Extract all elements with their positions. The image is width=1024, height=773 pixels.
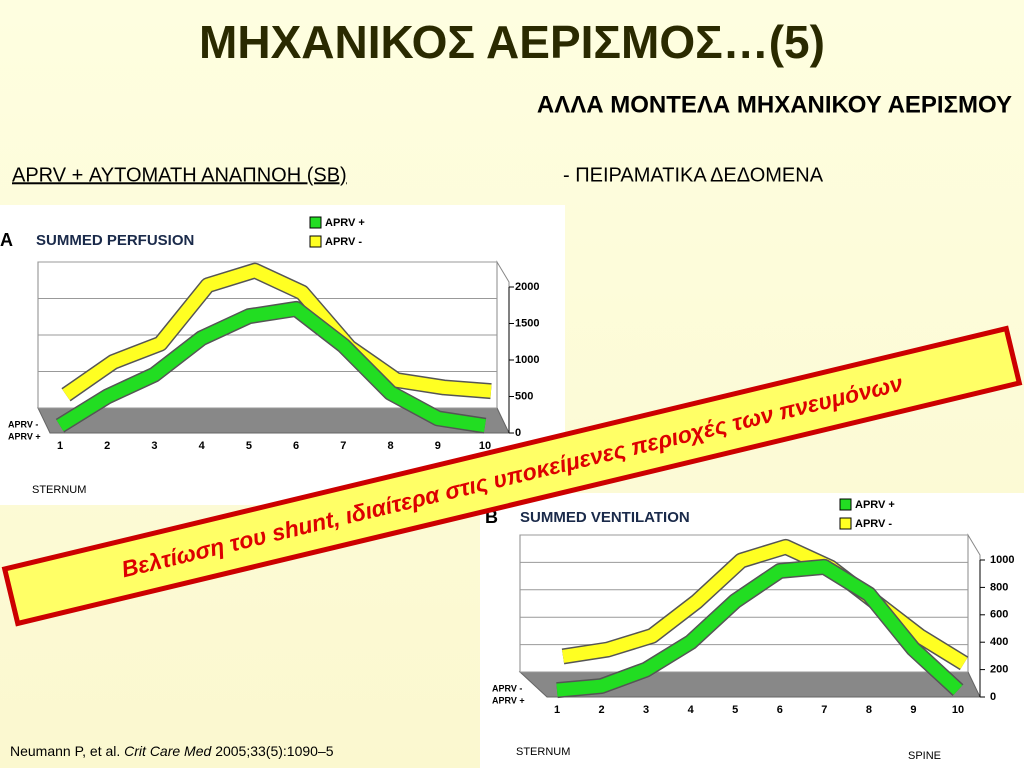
y-tick-label: 1500 bbox=[515, 317, 539, 329]
x-axis-label: STERNUM bbox=[516, 746, 570, 758]
x-tick-label: 8 bbox=[866, 704, 872, 716]
x-tick-label: 7 bbox=[821, 704, 827, 716]
panel-label: A bbox=[0, 230, 13, 250]
x-tick-label: 6 bbox=[293, 440, 299, 452]
y-tick-label: 1000 bbox=[990, 554, 1014, 566]
side-wall bbox=[496, 260, 510, 434]
legend-label: APRV - bbox=[325, 236, 362, 248]
y-tick-label: 1000 bbox=[515, 354, 539, 366]
y-tick-label: 800 bbox=[990, 581, 1008, 593]
legend-label: APRV - bbox=[855, 518, 892, 530]
chart-title: SUMMED PERFUSION bbox=[36, 232, 194, 249]
heading: APRV + ΑΥΤΟΜΑΤΗ ΑΝΑΠΝΟΗ (SB) bbox=[12, 164, 347, 186]
legend-label: APRV + bbox=[325, 217, 365, 229]
row-label: APRV + bbox=[8, 431, 41, 441]
x-tick-label: 1 bbox=[554, 704, 560, 716]
legend-swatch bbox=[839, 498, 852, 511]
x-tick-label: 6 bbox=[777, 704, 783, 716]
y-tick-label: 600 bbox=[990, 609, 1008, 621]
row-label: APRV - bbox=[492, 683, 522, 693]
x-tick-label: 4 bbox=[688, 704, 695, 716]
x-tick-label: 5 bbox=[732, 704, 738, 716]
y-tick-label: 2000 bbox=[515, 281, 539, 293]
y-tick-label: 400 bbox=[990, 636, 1008, 648]
y-tick-label: 0 bbox=[990, 691, 996, 703]
y-tick-label: 0 bbox=[515, 427, 521, 439]
x-tick-label: 8 bbox=[387, 440, 393, 452]
heading: - ΠΕΙΡΑΜΑΤΙΚΑ ΔΕΔΟΜΕΝΑ bbox=[563, 164, 824, 186]
citation-details: 2005;33(5):1090–5 bbox=[215, 743, 334, 759]
x-tick-label: 10 bbox=[952, 704, 964, 716]
series-line bbox=[62, 264, 492, 401]
x-tick-label: 10 bbox=[479, 440, 491, 452]
x-tick-label: 3 bbox=[643, 704, 649, 716]
citation: Neumann P, et al. Crit Care Med 2005;33(… bbox=[10, 743, 334, 759]
x-tick-label: 9 bbox=[435, 440, 441, 452]
x-axis-label: STERNUM bbox=[32, 484, 86, 496]
x-tick-label: 2 bbox=[598, 704, 604, 716]
x-tick-label: 4 bbox=[199, 440, 206, 452]
citation-journal: Crit Care Med bbox=[124, 743, 212, 759]
x-tick-label: 3 bbox=[151, 440, 157, 452]
banner-box bbox=[1, 325, 1023, 627]
x-tick-label: 5 bbox=[246, 440, 252, 452]
chart-title: SUMMED VENTILATION bbox=[520, 509, 690, 526]
slide-subtitle: ΑΛΛΑ ΜΟΝΤΕΛΑ ΜΗΧΑΝΙΚΟΥ ΑΕΡΙΣΜΟΥ bbox=[537, 91, 1012, 118]
x-tick-label: 9 bbox=[910, 704, 916, 716]
series-line bbox=[56, 302, 486, 433]
y-tick-label: 200 bbox=[990, 664, 1008, 676]
row-label: APRV - bbox=[8, 419, 38, 429]
x-tick-label: 7 bbox=[340, 440, 346, 452]
side-wall bbox=[967, 533, 981, 698]
row-label: APRV + bbox=[492, 695, 525, 705]
slide-title: ΜΗΧΑΝΙΚΟΣ ΑΕΡΙΣΜΟΣ…(5) bbox=[199, 16, 825, 68]
legend-swatch bbox=[309, 216, 322, 229]
legend-swatch bbox=[309, 235, 322, 248]
legend-swatch bbox=[839, 517, 852, 530]
legend-label: APRV + bbox=[855, 499, 895, 511]
x-axis-label: SPINE bbox=[908, 750, 941, 762]
x-tick-label: 1 bbox=[57, 440, 63, 452]
citation-authors: Neumann P, et al. bbox=[10, 743, 120, 759]
y-tick-label: 500 bbox=[515, 390, 533, 402]
series-line bbox=[556, 560, 963, 697]
x-tick-label: 2 bbox=[104, 440, 110, 452]
